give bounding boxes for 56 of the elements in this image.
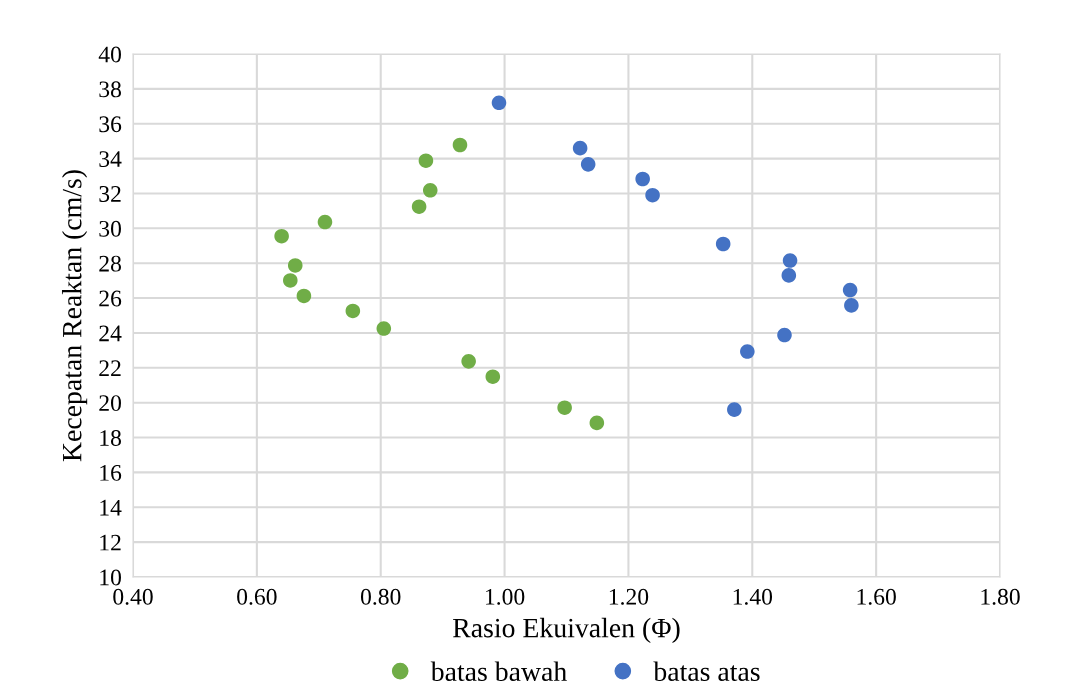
x-axis-title: Rasio Ekuivalen (Φ) xyxy=(453,617,680,644)
point xyxy=(452,137,468,153)
x-tick-label: 1.60 xyxy=(857,588,896,605)
point xyxy=(635,171,650,187)
y-tick-label: 16 xyxy=(100,464,122,481)
y-tick-label: 20 xyxy=(99,395,121,412)
point xyxy=(274,228,289,244)
y-tick-label: 32 xyxy=(99,186,121,202)
point xyxy=(418,153,434,168)
point xyxy=(727,402,742,417)
legend-label: batas bawah xyxy=(430,661,567,682)
x-tick-label: 1.20 xyxy=(609,588,649,605)
point xyxy=(580,157,596,172)
y-tick-label: 24 xyxy=(99,325,122,342)
y-tick-label: 26 xyxy=(99,290,122,307)
y-tick-label: 22 xyxy=(99,360,121,376)
y-tick-label: 10 xyxy=(100,569,121,586)
y-tick-label: 36 xyxy=(99,116,122,133)
point xyxy=(345,303,361,319)
x-tick-label: 0.60 xyxy=(237,588,277,605)
legend-label: batas atas xyxy=(653,661,760,682)
x-tick-label: 0.80 xyxy=(360,588,401,605)
point xyxy=(287,258,303,273)
point xyxy=(317,214,333,230)
y-tick-label: 34 xyxy=(99,151,122,168)
point xyxy=(557,400,572,416)
point xyxy=(572,140,588,156)
point xyxy=(491,95,507,111)
x-tick-label: 1.40 xyxy=(733,588,773,605)
point xyxy=(645,187,660,203)
y-axis-title: Kecepatan Reaktan (cm/s) xyxy=(61,170,88,462)
point xyxy=(376,321,392,336)
point xyxy=(842,282,858,298)
point xyxy=(283,273,298,288)
point xyxy=(411,199,427,214)
y-tick-label: 38 xyxy=(99,81,121,98)
x-tick-label: 1.00 xyxy=(485,588,525,605)
x-tick-label: 0.40 xyxy=(113,588,153,605)
y-tick-label: 14 xyxy=(100,499,122,516)
point xyxy=(461,354,476,369)
point xyxy=(296,288,312,304)
y-tick-label: 12 xyxy=(100,534,121,551)
point xyxy=(781,268,797,283)
point xyxy=(589,415,605,431)
point xyxy=(485,369,501,384)
y-tick-label: 28 xyxy=(99,255,121,272)
point xyxy=(715,236,731,252)
point xyxy=(844,298,859,313)
y-tick-label: 40 xyxy=(98,46,121,63)
point xyxy=(777,327,792,343)
x-tick-label: 1.80 xyxy=(981,588,1020,605)
y-tick-label: 18 xyxy=(100,430,121,446)
y-tick-label: 30 xyxy=(99,220,121,237)
point xyxy=(422,183,438,198)
point xyxy=(740,344,755,359)
point xyxy=(782,253,798,268)
